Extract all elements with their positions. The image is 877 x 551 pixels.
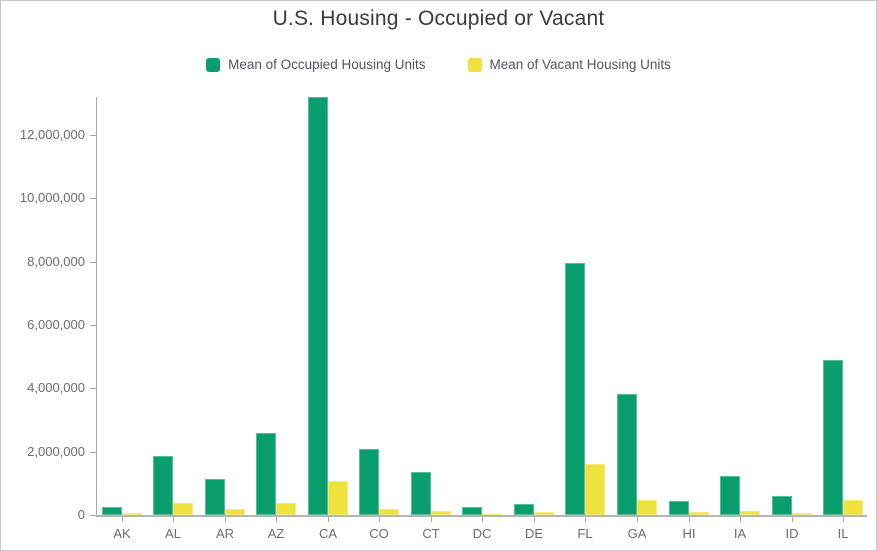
x-axis-tick-label: IA: [733, 526, 747, 541]
x-axis-tick: [534, 517, 535, 522]
x-axis-tick-label: CT: [422, 526, 440, 541]
bar-occupied-DE[interactable]: [514, 504, 534, 515]
x-axis-tick-label: FL: [577, 526, 593, 541]
bar-occupied-ID[interactable]: [772, 496, 792, 515]
bar-vacant-AL[interactable]: [173, 503, 193, 515]
x-axis-tick: [689, 517, 690, 522]
x-axis-tick-label: HI: [682, 526, 696, 541]
bar-occupied-CA[interactable]: [308, 97, 328, 515]
y-axis-tick-label: 8,000,000: [27, 254, 85, 269]
y-axis-tick-label: 0: [77, 507, 85, 522]
x-axis-tick-label: DC: [472, 526, 492, 541]
bar-occupied-CT[interactable]: [411, 472, 431, 515]
bar-vacant-CA[interactable]: [328, 481, 348, 515]
legend-item-vacant[interactable]: Mean of Vacant Housing Units: [467, 57, 671, 72]
bar-occupied-AZ[interactable]: [256, 433, 276, 515]
y-axis-tick: [90, 262, 96, 263]
y-axis-tick: [90, 325, 96, 326]
bar-vacant-DE[interactable]: [534, 512, 554, 515]
legend-item-occupied[interactable]: Mean of Occupied Housing Units: [206, 57, 426, 72]
x-axis-tick: [843, 517, 844, 522]
legend-label: Mean of Vacant Housing Units: [489, 57, 671, 72]
x-axis-tick: [276, 517, 277, 522]
y-axis-line: [96, 97, 97, 517]
x-axis-tick: [122, 517, 123, 522]
bar-vacant-AZ[interactable]: [276, 503, 296, 515]
x-axis-tick: [431, 517, 432, 522]
y-axis-tick: [90, 515, 96, 516]
bar-vacant-ID[interactable]: [792, 513, 812, 515]
x-axis-tick: [637, 517, 638, 522]
legend: Mean of Occupied Housing Units Mean of Va…: [1, 57, 876, 72]
x-axis-tick-label: IL: [837, 526, 849, 541]
x-axis-tick-label: CA: [318, 526, 338, 541]
x-axis-tick: [328, 517, 329, 522]
bar-occupied-FL[interactable]: [565, 263, 585, 515]
bar-vacant-IL[interactable]: [843, 500, 863, 515]
bar-vacant-CT[interactable]: [431, 511, 451, 515]
y-axis-tick-label: 12,000,000: [19, 127, 85, 142]
y-axis-tick: [90, 198, 96, 199]
x-axis-tick: [585, 517, 586, 522]
legend-swatch-occupied: [206, 57, 221, 72]
x-axis-tick-label: DE: [524, 526, 544, 541]
bar-occupied-IA[interactable]: [720, 476, 740, 515]
x-axis-tick-label: AL: [165, 526, 181, 541]
x-axis-tick-label: CO: [369, 526, 389, 541]
bar-vacant-FL[interactable]: [585, 464, 605, 515]
y-axis-tick-label: 6,000,000: [27, 317, 85, 332]
x-axis-tick-label: AK: [113, 526, 131, 541]
x-axis-tick: [740, 517, 741, 522]
bar-occupied-HI[interactable]: [669, 501, 689, 515]
bar-vacant-AK[interactable]: [122, 513, 142, 515]
legend-label: Mean of Occupied Housing Units: [228, 57, 426, 72]
bar-occupied-CO[interactable]: [359, 449, 379, 515]
y-axis-tick: [90, 388, 96, 389]
x-axis-tick-label: AZ: [267, 526, 285, 541]
bar-vacant-IA[interactable]: [740, 511, 760, 515]
x-axis-tick-label: ID: [785, 526, 799, 541]
y-axis-tick-label: 4,000,000: [27, 380, 85, 395]
x-axis-tick-label: AR: [215, 526, 235, 541]
y-axis-tick: [90, 135, 96, 136]
bar-vacant-GA[interactable]: [637, 500, 657, 515]
x-axis-line: [96, 515, 867, 517]
x-axis-tick: [225, 517, 226, 522]
x-axis-tick: [173, 517, 174, 522]
bar-vacant-AR[interactable]: [225, 509, 245, 515]
x-axis-tick: [379, 517, 380, 522]
x-axis-tick: [792, 517, 793, 522]
x-axis-tick: [482, 517, 483, 522]
legend-swatch-vacant: [467, 57, 482, 72]
bar-occupied-GA[interactable]: [617, 394, 637, 515]
bar-vacant-HI[interactable]: [689, 512, 709, 515]
bar-occupied-AK[interactable]: [102, 507, 122, 515]
bar-vacant-DC[interactable]: [482, 514, 502, 515]
bar-occupied-AL[interactable]: [153, 456, 173, 515]
bar-occupied-DC[interactable]: [462, 507, 482, 515]
bar-occupied-IL[interactable]: [823, 360, 843, 515]
chart-title: U.S. Housing - Occupied or Vacant: [272, 7, 605, 30]
bar-occupied-AR[interactable]: [205, 479, 225, 515]
bar-vacant-CO[interactable]: [379, 509, 399, 515]
y-axis-tick-label: 10,000,000: [19, 190, 85, 205]
y-axis-tick-label: 2,000,000: [27, 444, 85, 459]
y-axis-tick: [90, 452, 96, 453]
x-axis-tick-label: GA: [627, 526, 647, 541]
